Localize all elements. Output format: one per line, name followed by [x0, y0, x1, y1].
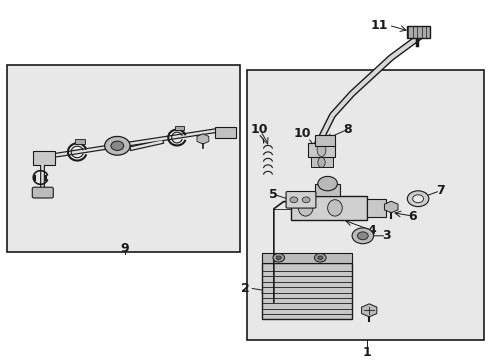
Bar	[307, 143, 334, 157]
Bar	[7, 65, 239, 252]
FancyBboxPatch shape	[32, 187, 53, 198]
Bar	[366, 199, 386, 217]
Text: 3: 3	[381, 229, 390, 242]
Bar	[215, 127, 235, 138]
FancyBboxPatch shape	[285, 192, 315, 208]
Circle shape	[302, 197, 309, 203]
Text: 2: 2	[240, 282, 249, 294]
Bar	[315, 135, 334, 146]
Circle shape	[314, 253, 325, 262]
Text: 10: 10	[250, 123, 267, 136]
Bar	[261, 253, 351, 263]
Text: 10: 10	[293, 127, 310, 140]
Text: 5: 5	[269, 188, 278, 201]
Bar	[261, 263, 351, 319]
Bar	[310, 157, 332, 167]
Ellipse shape	[298, 200, 312, 216]
Bar	[175, 126, 183, 130]
Circle shape	[272, 253, 284, 262]
Text: 6: 6	[407, 210, 416, 222]
Bar	[315, 184, 339, 196]
Ellipse shape	[317, 157, 325, 167]
Text: 9: 9	[120, 242, 129, 255]
Ellipse shape	[327, 200, 342, 216]
Bar	[75, 139, 84, 144]
Bar	[290, 196, 366, 220]
Text: 4: 4	[366, 224, 375, 237]
Bar	[406, 26, 429, 38]
Ellipse shape	[316, 143, 325, 157]
Circle shape	[357, 232, 367, 240]
Circle shape	[407, 191, 428, 207]
Circle shape	[317, 256, 322, 260]
Circle shape	[111, 141, 123, 150]
Circle shape	[317, 176, 337, 191]
Circle shape	[351, 228, 373, 244]
Bar	[246, 70, 483, 340]
Bar	[33, 151, 55, 165]
Text: 7: 7	[435, 184, 444, 197]
Circle shape	[412, 195, 423, 203]
Circle shape	[104, 136, 130, 155]
Circle shape	[289, 197, 297, 203]
Circle shape	[276, 256, 281, 260]
Text: 1: 1	[362, 346, 370, 359]
Text: 8: 8	[342, 123, 351, 136]
Text: 11: 11	[369, 19, 387, 32]
